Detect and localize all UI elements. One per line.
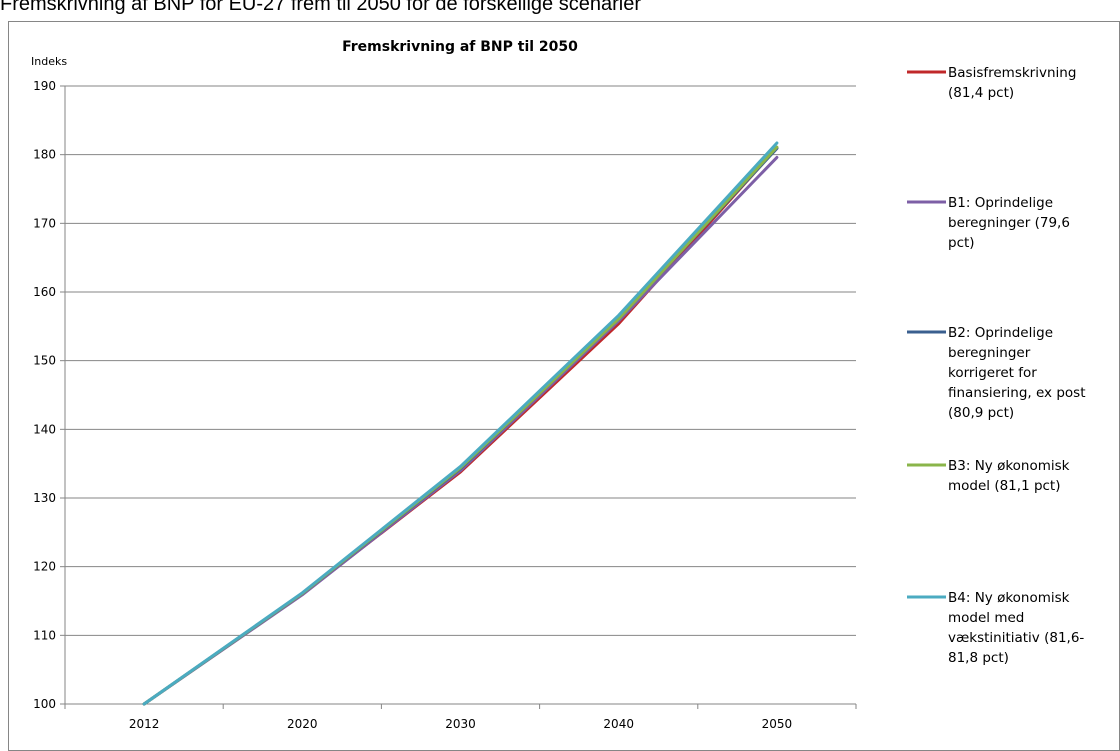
legend-label-1: (81,4 pct) [948,85,1014,101]
figure-caption: Fremskrivning af BNP for EU-27 frem til … [0,0,641,15]
legend-label-5: vækstinitiativ (81,6- [948,630,1084,646]
legend-label-5: model med [948,610,1024,626]
x-tick-label: 2040 [603,717,634,731]
series-line-4 [142,145,779,706]
series-line-2 [142,155,779,706]
legend-label-5: B4: Ny økonomisk [948,590,1070,606]
series-line-1 [142,146,779,706]
legend-label-2: pct) [948,235,975,251]
y-tick-label: 150 [33,354,56,368]
series-line-5 [142,141,779,706]
y-tick-label: 110 [33,628,56,642]
x-tick-label: 2030 [445,717,476,731]
legend-label-1: Basisfremskrivning [948,65,1076,81]
legend-label-3: (80,9 pct) [948,405,1014,421]
y-axis-label: Indeks [31,55,67,68]
x-tick-label: 2020 [287,717,318,731]
legend-label-4: B3: Ny økonomisk [948,458,1070,474]
y-tick-label: 170 [33,216,56,230]
x-tick-label: 2050 [762,717,793,731]
legend-label-3: B2: Oprindelige [948,325,1053,341]
legend-label-2: beregninger (79,6 [948,215,1070,231]
legend-label-4: model (81,1 pct) [948,478,1061,494]
y-tick-label: 160 [33,285,56,299]
y-tick-label: 130 [33,491,56,505]
series-line-3 [142,147,779,706]
x-tick-label: 2012 [129,717,160,731]
y-tick-label: 180 [33,148,56,162]
y-tick-label: 190 [33,79,56,93]
legend-label-3: korrigeret for [948,365,1037,381]
y-tick-label: 120 [33,560,56,574]
legend-label-2: B1: Oprindelige [948,195,1053,211]
legend-label-3: beregninger [948,345,1031,361]
y-tick-label: 100 [33,697,56,711]
legend-label-5: 81,8 pct) [948,650,1009,666]
y-tick-label: 140 [33,422,56,436]
legend-label-3: finansiering, ex post [948,385,1086,401]
chart-title: Fremskrivning af BNP til 2050 [342,39,578,55]
